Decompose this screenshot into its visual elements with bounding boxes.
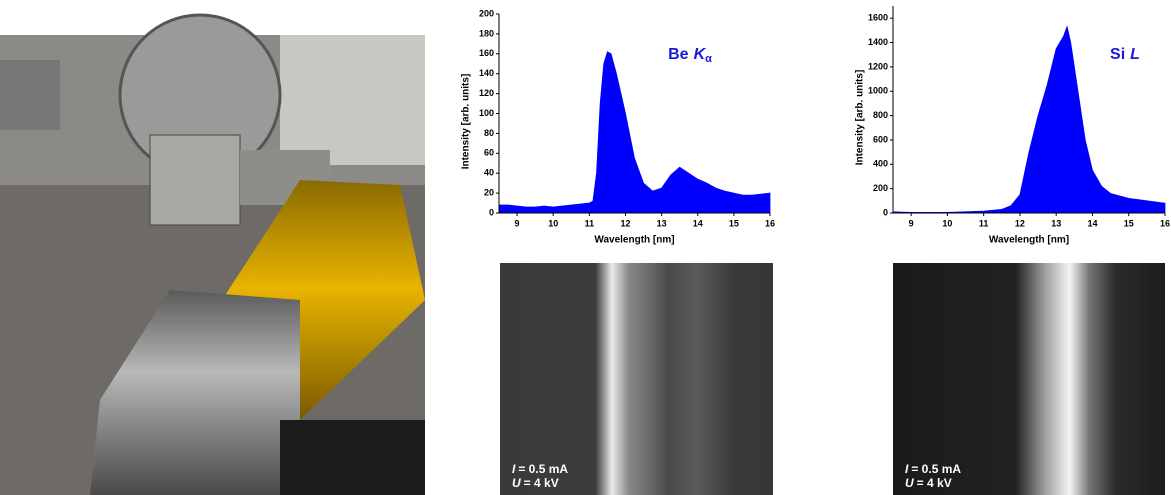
x-tick-label: 11	[585, 218, 595, 228]
y-tick-label: 180	[479, 28, 494, 38]
x-tick-label: 13	[1051, 218, 1061, 228]
x-tick-label: 15	[729, 218, 739, 228]
y-tick-label: 140	[479, 68, 494, 78]
x-tick-label: 14	[693, 218, 703, 228]
overlay-label: I= 0.5 mA	[512, 462, 568, 476]
y-tick-label: 200	[479, 8, 494, 18]
text-part: Si	[1110, 46, 1125, 63]
y-tick-label: 1600	[868, 13, 888, 23]
spectrum-area	[499, 52, 770, 213]
y-tick-label: 20	[484, 187, 494, 197]
y-axis-label: Intensity [arb. units]	[461, 74, 472, 170]
x-tick-label: 10	[942, 218, 952, 228]
y-tick-label: 1400	[868, 37, 888, 47]
y-tick-label: 100	[479, 108, 494, 118]
x-tick-label: 11	[979, 218, 989, 228]
text-part: U	[512, 476, 521, 490]
text-part: L	[1130, 46, 1140, 63]
x-tick-label: 9	[909, 218, 914, 228]
x-axis-label: Wavelength [nm]	[989, 235, 1069, 246]
text-part: = 0.5 mA	[518, 462, 568, 476]
photo	[0, 15, 425, 495]
x-tick-label: 10	[548, 218, 558, 228]
x-tick-label: 16	[1160, 218, 1170, 228]
annotation: Si L	[1110, 46, 1140, 63]
text-part: = 4 kV	[524, 476, 559, 490]
y-tick-label: 0	[489, 207, 494, 217]
overlay-label: U= 4 kV	[512, 476, 559, 490]
text-part: = 0.5 mA	[911, 462, 961, 476]
x-tick-label: 15	[1124, 218, 1134, 228]
x-axis-label: Wavelength [nm]	[594, 235, 674, 246]
x-tick-label: 12	[1015, 218, 1025, 228]
y-tick-label: 800	[873, 110, 888, 120]
overlay-label: U= 4 kV	[905, 476, 952, 490]
y-tick-label: 120	[479, 88, 494, 98]
y-tick-label: 160	[479, 48, 494, 58]
y-tick-label: 1000	[868, 86, 888, 96]
text-part: Be	[668, 46, 689, 63]
x-tick-label: 16	[765, 218, 775, 228]
text-part: α	[705, 53, 712, 65]
detector-image	[500, 263, 773, 495]
detector-image	[893, 263, 1165, 495]
figure: 0204060801001201401601802009101112131415…	[0, 0, 1171, 495]
y-tick-label: 400	[873, 159, 888, 169]
x-tick-label: 13	[657, 218, 667, 228]
x-tick-label: 9	[515, 218, 520, 228]
y-tick-label: 1200	[868, 61, 888, 71]
overlay-label: I= 0.5 mA	[905, 462, 961, 476]
y-tick-label: 0	[883, 207, 888, 217]
y-tick-label: 60	[484, 148, 494, 158]
text-part: U	[905, 476, 914, 490]
y-tick-label: 200	[873, 183, 888, 193]
y-tick-label: 40	[484, 168, 494, 178]
text-part: = 4 kV	[917, 476, 952, 490]
x-tick-label: 12	[620, 218, 630, 228]
y-axis-label: Intensity [arb. units]	[855, 70, 866, 166]
y-tick-label: 600	[873, 134, 888, 144]
y-tick-label: 80	[484, 128, 494, 138]
x-tick-label: 14	[1087, 218, 1097, 228]
